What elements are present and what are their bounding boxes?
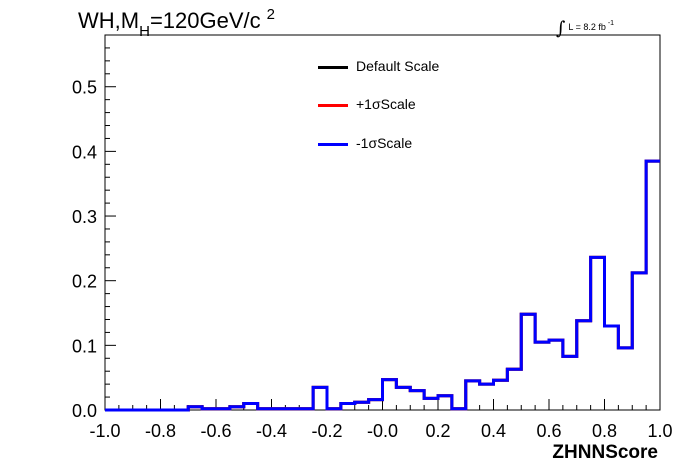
legend-label-default: Default Scale (356, 58, 440, 74)
x-tick-label: 0.2 (425, 421, 450, 441)
chart-title: WH,MH=120GeV/c 2 (78, 6, 275, 40)
histogram-series (105, 159, 660, 412)
axis-tick-labels: -1.0 -0.8 -0.6 -0.4 -0.2 -0.0 0.2 0.4 0.6 0.8 1.0 0… (72, 78, 673, 441)
title-main-text: =120GeV/c (149, 8, 261, 33)
legend-swatch-minus-sigma (318, 143, 348, 146)
title-prefix: WH,M (78, 8, 140, 33)
x-tick-label: 0.6 (536, 421, 561, 441)
y-tick-label: 0.0 (72, 401, 97, 421)
histogram-series-1 (105, 159, 660, 412)
title-subscript: H (139, 23, 150, 40)
legend-label-plus-sigma: +1σScale (356, 96, 416, 112)
x-tick-label: -1.0 (89, 421, 120, 441)
y-tick-label: 0.4 (72, 142, 97, 162)
x-axis-title: ZHNNScore (552, 442, 658, 463)
luminosity-superscript: -1 (607, 20, 615, 27)
x-tick-label: -0.2 (311, 421, 342, 441)
x-tick-label: 1.0 (647, 421, 672, 441)
legend-swatch-default (318, 66, 348, 69)
legend-label-minus-sigma: -1σScale (356, 135, 413, 151)
y-tick-label: 0.2 (72, 272, 97, 292)
title-superscript: 2 (266, 6, 275, 23)
luminosity-text: L = 8.2 fb (568, 22, 606, 32)
y-tick-label: 0.3 (72, 207, 97, 227)
x-tick-label: -0.4 (256, 421, 287, 441)
histogram-series-0 (105, 159, 660, 412)
histogram-series-2 (105, 159, 660, 412)
x-tick-label: -0.6 (200, 421, 231, 441)
legend-swatch-plus-sigma (318, 104, 348, 107)
y-tick-label: 0.1 (72, 336, 97, 356)
x-tick-label: 0.4 (481, 421, 506, 441)
integral-symbol: ∫ (556, 18, 566, 39)
y-tick-label: 0.5 (72, 78, 97, 98)
x-tick-label: 0.8 (592, 421, 617, 441)
x-tick-label: -0.8 (145, 421, 176, 441)
x-tick-label: -0.0 (367, 421, 398, 441)
luminosity-label: ∫ L = 8.2 fb -1 (556, 14, 615, 39)
